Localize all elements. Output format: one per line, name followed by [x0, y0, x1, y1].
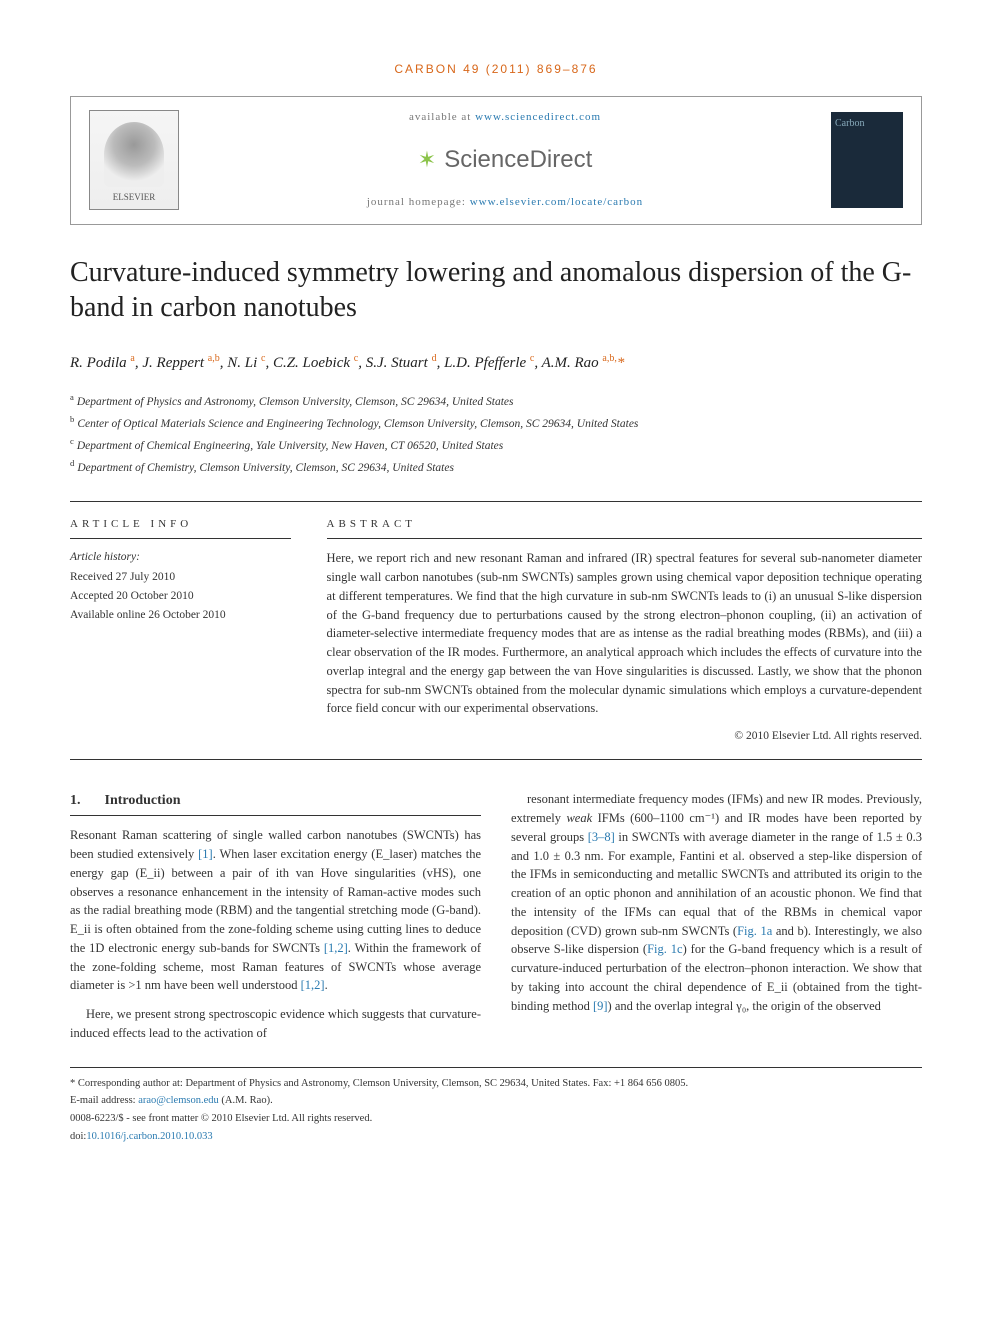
- citation-link[interactable]: [3–8]: [588, 830, 615, 844]
- affiliation-item: aDepartment of Physics and Astronomy, Cl…: [70, 391, 922, 411]
- abstract-text: Here, we report rich and new resonant Ra…: [327, 549, 922, 718]
- email-line: E-mail address: arao@clemson.edu (A.M. R…: [70, 1093, 922, 1109]
- doi-line: doi:10.1016/j.carbon.2010.10.033: [70, 1129, 922, 1145]
- publisher-header: ELSEVIER available at www.sciencedirect.…: [70, 96, 922, 225]
- elsevier-tree-icon: [104, 122, 164, 187]
- sciencedirect-text: ScienceDirect: [444, 142, 592, 178]
- body-two-column: 1. Introduction Resonant Raman scattering…: [70, 790, 922, 1042]
- sciencedirect-logo: ✶ ScienceDirect: [418, 142, 593, 178]
- header-center: available at www.sciencedirect.com ✶ Sci…: [197, 109, 813, 210]
- affiliation-list: aDepartment of Physics and Astronomy, Cl…: [70, 391, 922, 477]
- citation-link[interactable]: [1,2]: [324, 941, 348, 955]
- accepted-date: Accepted 20 October 2010: [70, 588, 291, 605]
- corresponding-author-note: * Corresponding author at: Department of…: [70, 1076, 922, 1092]
- figure-link[interactable]: Fig. 1c: [647, 942, 683, 956]
- citation-link[interactable]: [9]: [593, 999, 608, 1013]
- section-1-title: Introduction: [105, 793, 181, 808]
- affiliation-item: dDepartment of Chemistry, Clemson Univer…: [70, 457, 922, 477]
- author-list: R. Podila a, J. Reppert a,b, N. Li c, C.…: [70, 351, 922, 375]
- abstract-column: ABSTRACT Here, we report rich and new re…: [309, 502, 922, 760]
- received-date: Received 27 July 2010: [70, 569, 291, 586]
- abstract-copyright: © 2010 Elsevier Ltd. All rights reserved…: [327, 728, 922, 745]
- running-head: CARBON 49 (2011) 869–876: [70, 60, 922, 78]
- intro-paragraph-3: resonant intermediate frequency modes (I…: [511, 790, 922, 1015]
- intro-paragraph-1: Resonant Raman scattering of single wall…: [70, 826, 481, 995]
- intro-paragraph-2: Here, we present strong spectroscopic ev…: [70, 1005, 481, 1043]
- info-abstract-row: ARTICLE INFO Article history: Received 2…: [70, 501, 922, 761]
- section-1-number: 1.: [70, 793, 81, 808]
- sciencedirect-link[interactable]: www.sciencedirect.com: [475, 111, 601, 123]
- affiliation-item: cDepartment of Chemical Engineering, Yal…: [70, 435, 922, 455]
- journal-home-prefix: journal homepage:: [367, 196, 470, 208]
- section-1-heading: 1. Introduction: [70, 790, 481, 816]
- journal-cover-thumbnail: Carbon: [831, 112, 903, 208]
- doi-link[interactable]: 10.1016/j.carbon.2010.10.033: [86, 1131, 212, 1142]
- figure-link[interactable]: Fig. 1a: [737, 924, 772, 938]
- doi-label: doi:: [70, 1131, 86, 1142]
- online-date: Available online 26 October 2010: [70, 607, 291, 624]
- journal-homepage: journal homepage: www.elsevier.com/locat…: [197, 194, 813, 211]
- journal-home-link[interactable]: www.elsevier.com/locate/carbon: [470, 196, 643, 208]
- footnotes: * Corresponding author at: Department of…: [70, 1067, 922, 1145]
- affiliation-item: bCenter of Optical Materials Science and…: [70, 413, 922, 433]
- sciencedirect-swirl-icon: ✶: [418, 143, 436, 176]
- corresponding-email-link[interactable]: arao@clemson.edu: [138, 1095, 219, 1106]
- citation-link[interactable]: [1]: [198, 847, 213, 861]
- email-label: E-mail address:: [70, 1095, 138, 1106]
- article-title: Curvature-induced symmetry lowering and …: [70, 255, 922, 325]
- cover-title: Carbon: [835, 116, 899, 131]
- elsevier-label: ELSEVIER: [113, 191, 156, 205]
- issn-line: 0008-6223/$ - see front matter © 2010 El…: [70, 1111, 922, 1127]
- elsevier-logo: ELSEVIER: [89, 110, 179, 210]
- citation-link[interactable]: [1,2]: [301, 978, 325, 992]
- email-suffix: (A.M. Rao).: [219, 1095, 273, 1106]
- article-info-label: ARTICLE INFO: [70, 516, 291, 540]
- history-label: Article history:: [70, 549, 291, 566]
- abstract-label: ABSTRACT: [327, 516, 922, 540]
- available-at: available at www.sciencedirect.com: [197, 109, 813, 126]
- article-info-column: ARTICLE INFO Article history: Received 2…: [70, 502, 309, 760]
- available-prefix: available at: [409, 111, 475, 123]
